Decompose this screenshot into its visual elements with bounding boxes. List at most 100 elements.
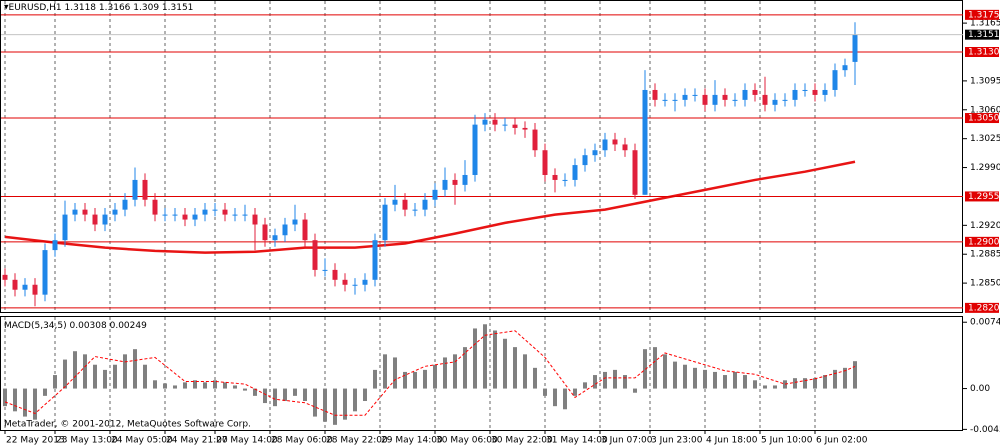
macd-bar — [853, 361, 857, 389]
macd-bar — [63, 359, 67, 389]
macd-bar — [623, 375, 627, 389]
macd-bar — [33, 388, 37, 420]
macd-bar — [633, 388, 637, 393]
candle-body — [562, 179, 568, 181]
macd-bar — [363, 388, 367, 402]
macd-bar — [473, 328, 477, 389]
candle-body — [102, 214, 108, 225]
candle-body — [332, 269, 338, 280]
candle-body — [342, 279, 348, 285]
macd-bar — [573, 388, 577, 396]
candle-body — [362, 279, 368, 285]
macd-bar — [143, 364, 147, 389]
candle-body — [252, 214, 258, 225]
y-tick-label: 1.3165 — [970, 19, 1000, 29]
macd-bar — [383, 354, 387, 389]
x-tick-label: 29 May 14:00 — [381, 436, 443, 446]
price-panel-border — [0, 0, 963, 313]
macd-bar — [823, 375, 827, 389]
candle-body — [592, 150, 598, 156]
macd-bar — [693, 367, 697, 389]
macd-bar — [283, 388, 287, 402]
candle-body — [632, 150, 638, 195]
candle-body — [852, 34, 858, 62]
candle-body — [352, 284, 358, 286]
macd-bar — [373, 369, 377, 389]
candle-body — [742, 89, 748, 100]
candle-body — [432, 189, 438, 200]
candle-body — [812, 89, 818, 95]
macd-bar — [3, 388, 7, 407]
candle-body — [652, 89, 658, 100]
candle-body — [182, 214, 188, 220]
candle-body — [802, 89, 808, 91]
candle-body — [762, 94, 768, 105]
macd-bar — [433, 364, 437, 389]
moving-average — [4, 160, 856, 254]
current-price-box — [965, 29, 999, 40]
macd-bar — [563, 388, 567, 410]
candle-body — [442, 179, 448, 190]
candle-body — [112, 209, 118, 215]
candle-body — [722, 94, 728, 100]
candle-body — [222, 209, 228, 215]
candle-body — [482, 119, 488, 125]
macd-bar — [743, 375, 747, 389]
candle-body — [502, 124, 508, 126]
level-label-box — [965, 113, 999, 124]
macd-bar — [653, 347, 657, 389]
macd-bar — [323, 388, 327, 422]
candle-body — [412, 209, 418, 211]
level-label-box — [965, 191, 999, 202]
macd-bar — [663, 354, 667, 389]
level-label-box — [965, 9, 999, 20]
macd-title: MACD(5,34,5) — [4, 321, 67, 331]
macd-bar — [463, 347, 467, 389]
symbol: EURUSD,H1 — [9, 3, 62, 13]
candle-body — [382, 204, 388, 241]
candle-body — [52, 240, 58, 251]
candle-body — [462, 174, 468, 185]
macd-bar — [713, 371, 717, 389]
candle-body — [242, 214, 248, 216]
macd-bar — [393, 357, 397, 389]
x-tick-label: 6 Jun 02:00 — [816, 436, 868, 446]
candle-body — [142, 179, 148, 200]
candle-body — [612, 139, 618, 145]
close-value: 1.3151 — [162, 3, 194, 13]
macd-y-tick-label: 0.00 — [970, 384, 990, 394]
candle-body — [132, 179, 138, 200]
macd-bar — [703, 369, 707, 389]
candle-body — [12, 279, 18, 290]
macd-bar — [403, 371, 407, 389]
candle-body — [92, 214, 98, 225]
candle-body — [582, 155, 588, 166]
x-tick-label: 28 May 06:00 — [271, 436, 333, 446]
macd-bar — [233, 385, 237, 389]
macd-bar — [443, 357, 447, 389]
current-price-label: 1.3151 — [968, 30, 1000, 40]
candle-body — [372, 240, 378, 280]
macd-bar — [533, 367, 537, 389]
x-tick-label: 28 May 22:00 — [326, 436, 388, 446]
macd-bar — [673, 361, 677, 389]
macd-bar — [773, 385, 777, 389]
y-tick-label: 1.2920 — [970, 221, 1000, 231]
candle-body — [292, 219, 298, 225]
macd-bar — [183, 382, 187, 389]
level-label-box — [965, 236, 999, 247]
macd-bar — [113, 364, 117, 389]
candle-body — [172, 214, 178, 216]
candle-body — [232, 214, 238, 216]
macd-bar — [763, 385, 767, 389]
macd-bar — [543, 388, 547, 396]
macd-bar — [453, 354, 457, 389]
level-label: 1.2955 — [968, 192, 1000, 202]
open-value: 1.3118 — [65, 3, 97, 13]
macd-bar — [133, 349, 137, 389]
candle-body — [572, 165, 578, 180]
macd-bar — [613, 369, 617, 389]
candle-body — [522, 127, 528, 130]
candle-body — [212, 209, 218, 211]
x-tick-label: 22 May 2013 — [6, 436, 65, 446]
